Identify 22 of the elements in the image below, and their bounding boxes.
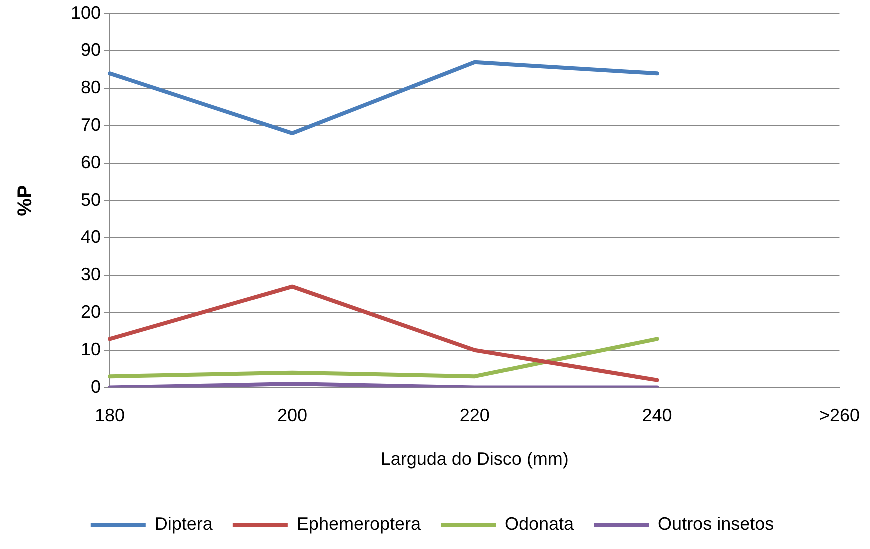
y-tick-label: 40 (81, 227, 102, 248)
y-tick-label: 90 (81, 40, 102, 60)
x-tick-label: 200 (277, 406, 308, 426)
legend-label: Ephemeroptera (296, 514, 422, 534)
y-tick-label: 30 (81, 264, 102, 285)
y-tick-label: 50 (81, 190, 102, 210)
y-tick-label: 100 (70, 2, 102, 23)
y-tick-label: 80 (81, 78, 102, 98)
x-tick-label: >260 (819, 406, 860, 426)
y-tick-label: 60 (81, 152, 102, 172)
y-tick-label: 0 (91, 376, 102, 397)
y-tick-label: 10 (81, 339, 102, 360)
legend-label: Outros insetos (658, 514, 774, 534)
x-tick-label: 240 (642, 406, 672, 426)
x-tick-label: 220 (460, 406, 490, 426)
legend-label: Diptera (154, 514, 214, 534)
x-axis-title: Larguda do Disco (mm) (380, 449, 569, 470)
y-tick-label: 70 (81, 114, 102, 135)
x-tick-label: 180 (95, 406, 126, 426)
y-tick-label: 20 (81, 302, 102, 322)
legend-label: Odonata (504, 514, 576, 534)
y-axis-title: %P (14, 185, 37, 216)
